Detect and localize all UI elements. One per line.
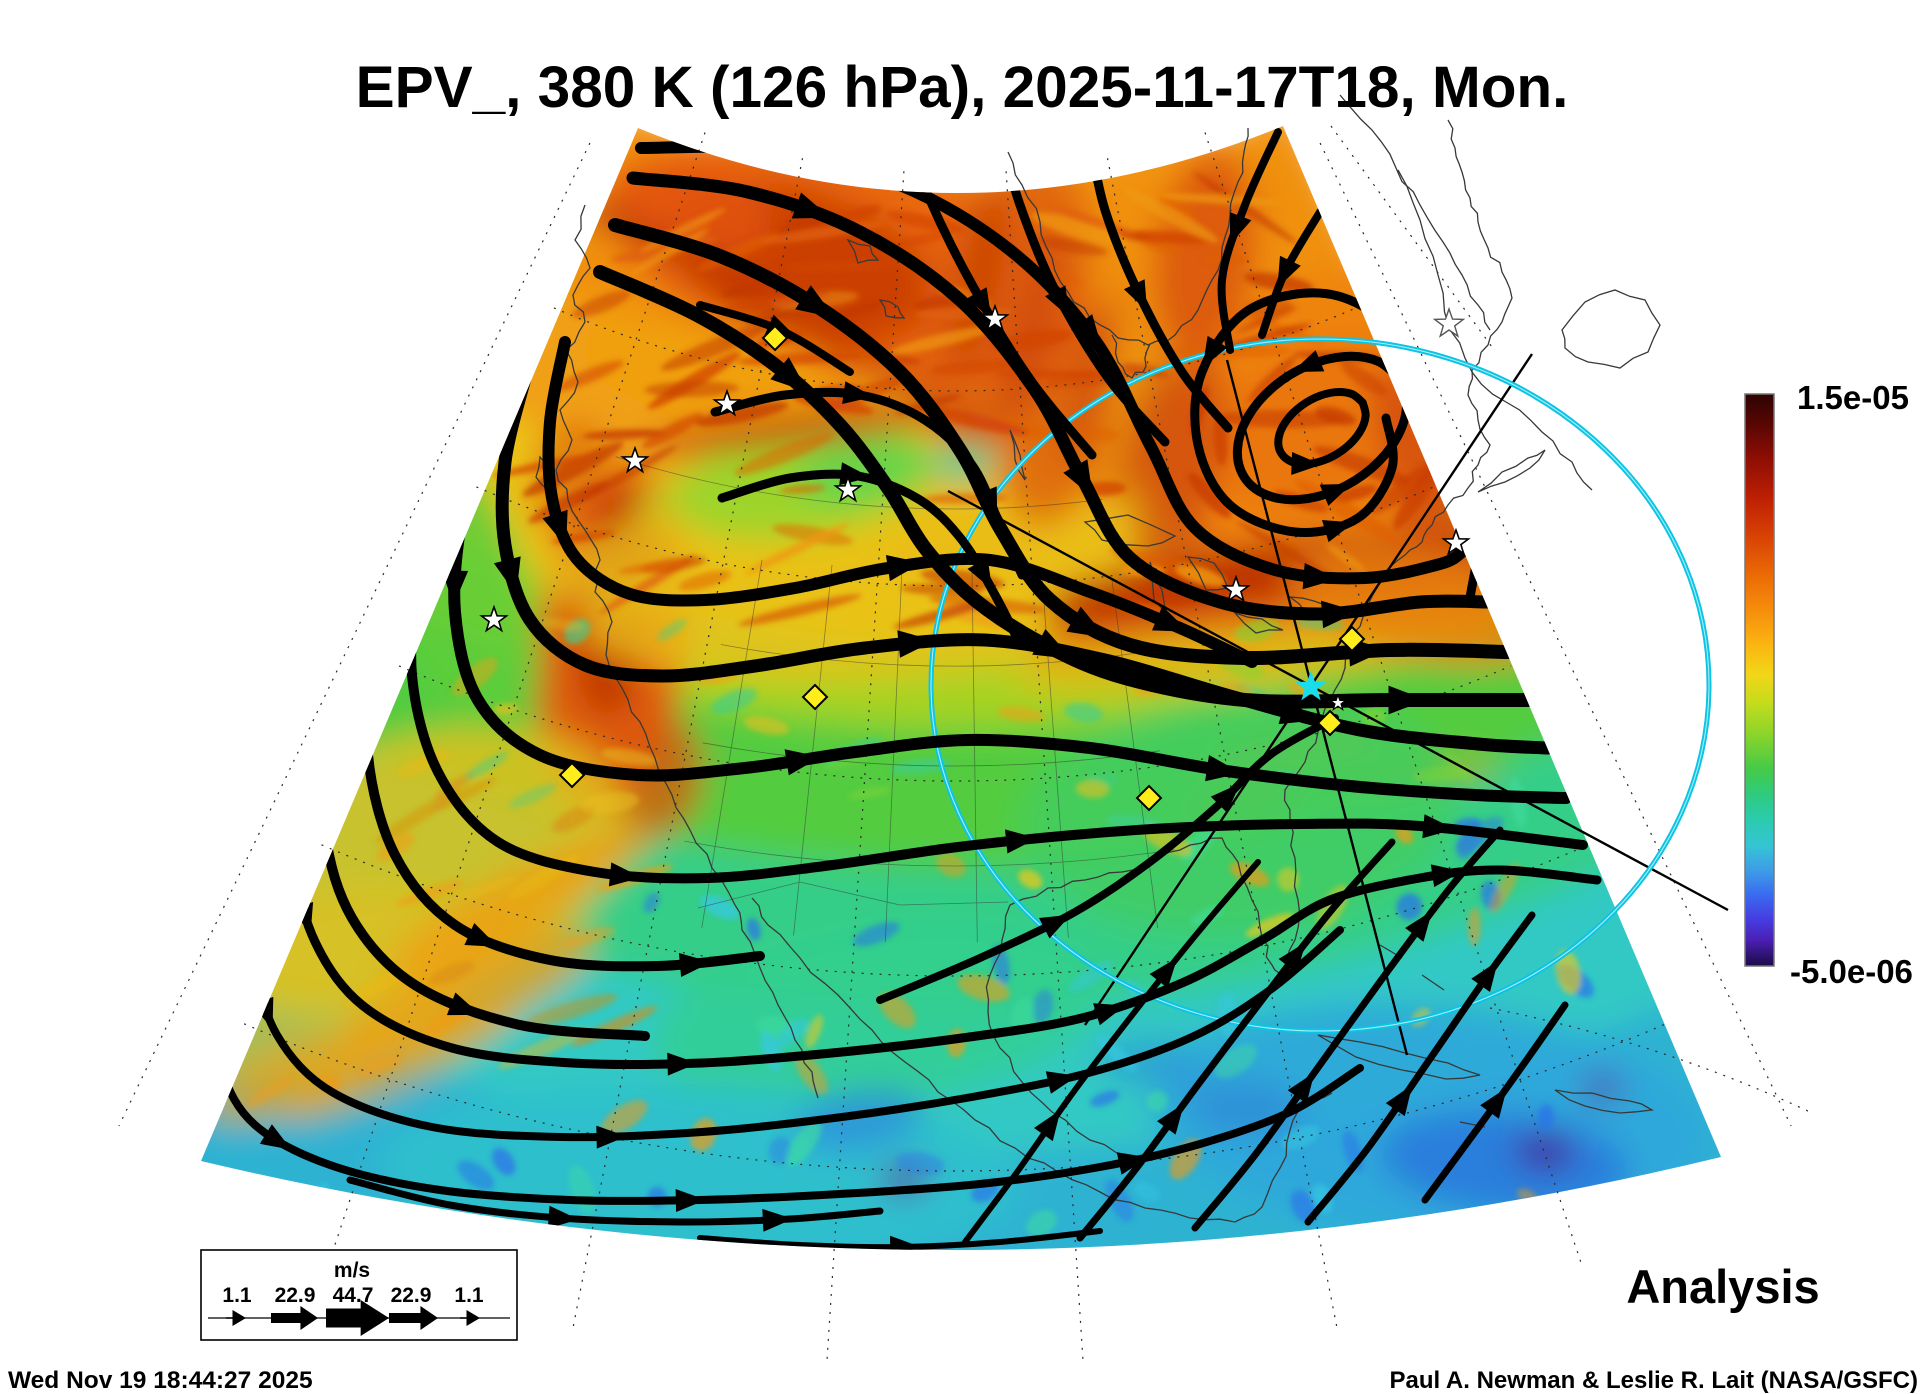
svg-text:m/s: m/s (334, 1259, 370, 1282)
svg-text:22.9: 22.9 (275, 1284, 316, 1307)
svg-text:44.7: 44.7 (333, 1284, 374, 1307)
svg-text:1.5e-05: 1.5e-05 (1797, 379, 1909, 416)
svg-text:22.9: 22.9 (391, 1284, 432, 1307)
svg-text:Wed Nov 19 18:44:27 2025: Wed Nov 19 18:44:27 2025 (8, 1367, 313, 1394)
svg-text:Analysis: Analysis (1626, 1260, 1819, 1313)
svg-text:-5.0e-06: -5.0e-06 (1790, 953, 1913, 990)
svg-text:1.1: 1.1 (222, 1284, 252, 1307)
svg-text:EPV_, 380 K (126 hPa), 2025-11: EPV_, 380 K (126 hPa), 2025-11-17T18, Mo… (356, 55, 1569, 120)
svg-text:Paul A. Newman & Leslie R. Lai: Paul A. Newman & Leslie R. Lait (NASA/GS… (1389, 1367, 1918, 1394)
svg-text:1.1: 1.1 (454, 1284, 484, 1307)
